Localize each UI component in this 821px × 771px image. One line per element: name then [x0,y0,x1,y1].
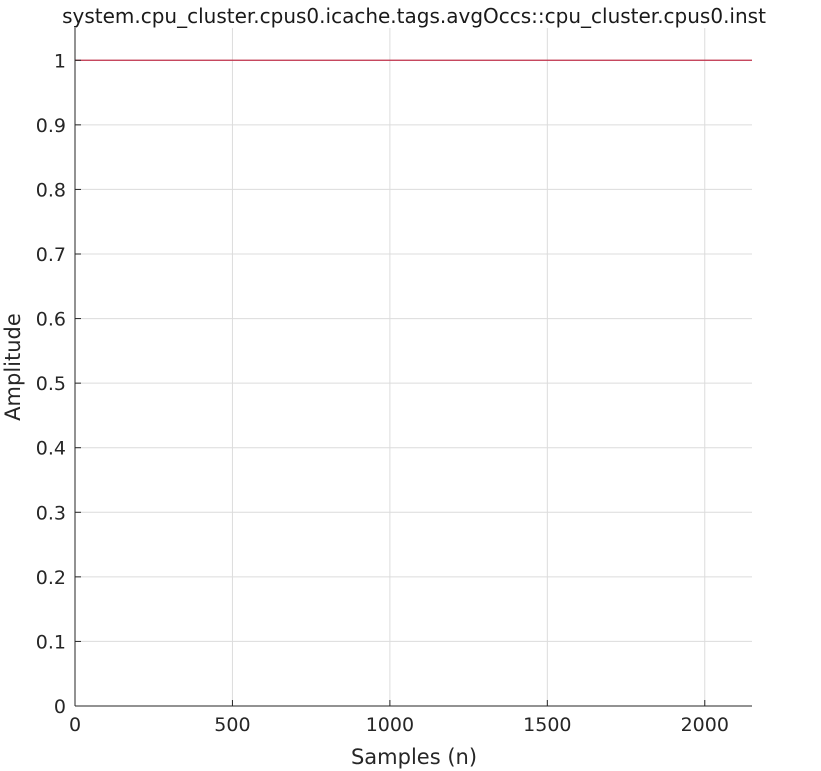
y-tick-label: 0.5 [36,373,66,395]
x-tick-label: 1000 [366,714,414,736]
y-tick-label: 0.7 [36,244,66,266]
x-tick-label: 500 [214,714,250,736]
y-tick-label: 0.1 [36,631,66,653]
y-tick-label: 0 [54,696,66,718]
x-tick-label: 2000 [681,714,729,736]
y-axis-label: Amplitude [1,313,25,421]
axes [74,28,752,707]
x-axis-label: Samples (n) [351,745,477,769]
y-tick-label: 0.9 [36,115,66,137]
tick-labels: 0 500 1000 1500 2000 0 0.1 0.2 0.3 0.4 0.5 0.6 0.7 0.… [36,50,729,736]
grid [75,28,752,706]
y-tick-label: 0.2 [36,567,66,589]
y-tick-label: 0.4 [36,438,66,460]
chart-title: system.cpu_cluster.cpus0.icache.tags.avg… [62,4,766,28]
y-tick-label: 1 [54,50,66,72]
y-tick-label: 0.8 [36,179,66,201]
y-tick-label: 0.3 [36,502,66,524]
y-tick-label: 0.6 [36,309,66,331]
x-tick-label: 0 [69,714,81,736]
x-tick-label: 1500 [523,714,571,736]
